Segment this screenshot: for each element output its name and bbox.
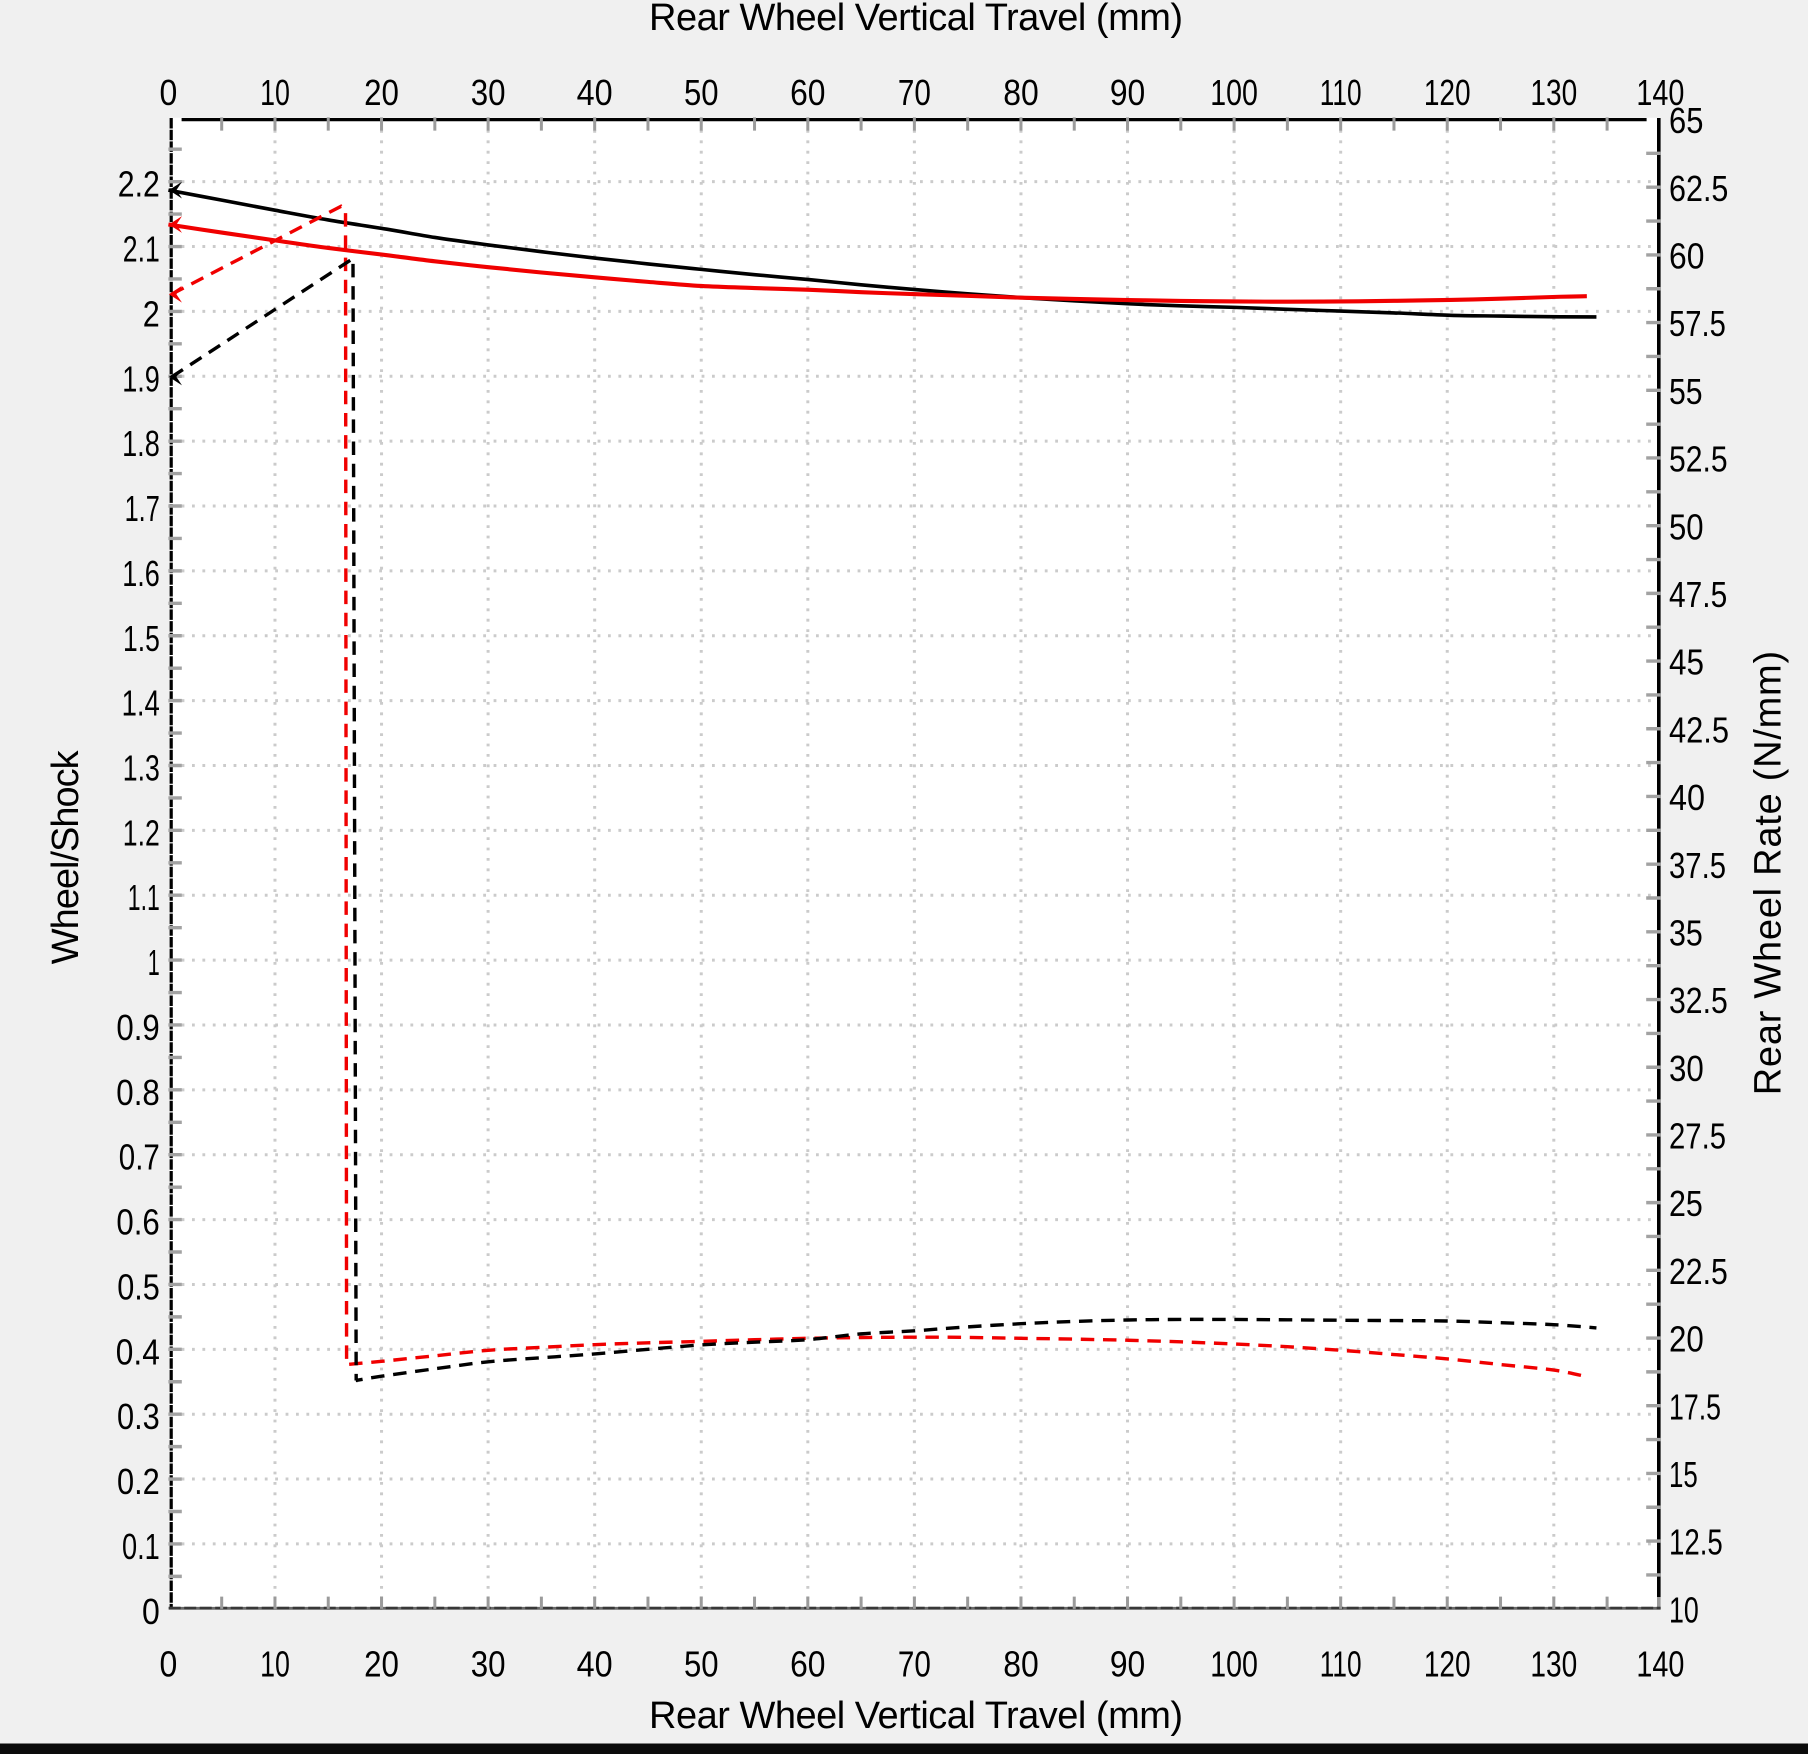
svg-text:70: 70 — [898, 1643, 931, 1684]
svg-text:1.5: 1.5 — [123, 618, 160, 659]
svg-text:22.5: 22.5 — [1669, 1251, 1728, 1292]
svg-text:1.9: 1.9 — [122, 358, 160, 399]
svg-text:60: 60 — [1669, 236, 1704, 277]
svg-text:Rear Wheel Rate (N/mm): Rear Wheel Rate (N/mm) — [1748, 650, 1790, 1095]
svg-text:25: 25 — [1669, 1183, 1703, 1224]
svg-text:0: 0 — [142, 1591, 160, 1632]
svg-text:130: 130 — [1530, 1643, 1577, 1684]
svg-text:1.6: 1.6 — [122, 553, 160, 594]
svg-text:15: 15 — [1669, 1454, 1698, 1495]
svg-text:50: 50 — [684, 1643, 719, 1684]
svg-text:120: 120 — [1424, 72, 1471, 113]
svg-text:12.5: 12.5 — [1669, 1522, 1723, 1563]
svg-text:30: 30 — [1669, 1048, 1704, 1089]
svg-text:20: 20 — [1669, 1319, 1704, 1360]
svg-text:55: 55 — [1669, 371, 1703, 412]
svg-text:Rear Wheel Vertical Travel (mm: Rear Wheel Vertical Travel (mm) — [649, 1695, 1183, 1737]
svg-text:40: 40 — [1669, 777, 1705, 818]
svg-text:120: 120 — [1424, 1643, 1471, 1684]
svg-text:40: 40 — [577, 1643, 613, 1684]
svg-text:10: 10 — [1669, 1589, 1699, 1630]
svg-text:0.9: 0.9 — [116, 1007, 159, 1048]
svg-text:57.5: 57.5 — [1669, 303, 1726, 344]
svg-text:140: 140 — [1636, 72, 1684, 113]
svg-text:32.5: 32.5 — [1669, 980, 1728, 1021]
svg-text:2: 2 — [143, 293, 160, 334]
svg-text:80: 80 — [1003, 72, 1039, 113]
svg-text:37.5: 37.5 — [1669, 845, 1726, 886]
svg-text:10: 10 — [260, 72, 290, 113]
svg-text:90: 90 — [1110, 72, 1145, 113]
svg-text:40: 40 — [577, 72, 613, 113]
svg-text:45: 45 — [1669, 642, 1704, 683]
svg-text:2.2: 2.2 — [118, 164, 160, 205]
svg-text:0: 0 — [160, 72, 178, 113]
svg-text:Rear Wheel Vertical Travel (mm: Rear Wheel Vertical Travel (mm) — [649, 0, 1183, 39]
svg-text:100: 100 — [1210, 1643, 1258, 1684]
svg-text:10: 10 — [260, 1643, 290, 1684]
svg-text:140: 140 — [1636, 1643, 1684, 1684]
svg-text:100: 100 — [1210, 72, 1258, 113]
svg-text:90: 90 — [1110, 1643, 1145, 1684]
svg-text:2.1: 2.1 — [123, 229, 160, 270]
svg-text:110: 110 — [1320, 72, 1362, 113]
svg-text:0.2: 0.2 — [117, 1461, 160, 1502]
svg-text:0.5: 0.5 — [117, 1266, 160, 1307]
svg-text:20: 20 — [364, 72, 399, 113]
svg-text:70: 70 — [898, 72, 931, 113]
svg-text:1.8: 1.8 — [122, 423, 160, 464]
svg-text:1.3: 1.3 — [123, 747, 160, 788]
svg-text:110: 110 — [1320, 1643, 1362, 1684]
svg-text:35: 35 — [1669, 912, 1703, 953]
svg-text:0: 0 — [160, 1643, 178, 1684]
svg-text:0.1: 0.1 — [122, 1526, 160, 1567]
svg-text:47.5: 47.5 — [1669, 574, 1727, 615]
svg-text:0.8: 0.8 — [116, 1072, 160, 1113]
svg-text:52.5: 52.5 — [1669, 439, 1728, 480]
svg-text:1.7: 1.7 — [125, 488, 160, 529]
svg-text:62.5: 62.5 — [1669, 168, 1728, 209]
svg-text:50: 50 — [1669, 506, 1704, 547]
svg-text:30: 30 — [471, 1643, 506, 1684]
svg-text:130: 130 — [1530, 72, 1577, 113]
svg-text:17.5: 17.5 — [1669, 1386, 1721, 1427]
svg-text:50: 50 — [684, 72, 719, 113]
svg-text:0.3: 0.3 — [117, 1396, 160, 1437]
svg-text:0.7: 0.7 — [119, 1137, 160, 1178]
svg-text:0.4: 0.4 — [116, 1331, 160, 1372]
svg-text:1.2: 1.2 — [123, 812, 160, 853]
svg-text:80: 80 — [1003, 1643, 1039, 1684]
svg-text:30: 30 — [471, 72, 506, 113]
svg-text:65: 65 — [1669, 100, 1703, 141]
svg-text:1.4: 1.4 — [122, 683, 160, 724]
svg-text:42.5: 42.5 — [1669, 709, 1729, 750]
svg-text:60: 60 — [790, 72, 825, 113]
svg-text:60: 60 — [790, 1643, 825, 1684]
svg-text:Wheel/Shock: Wheel/Shock — [45, 749, 87, 964]
svg-text:1: 1 — [148, 942, 160, 983]
svg-text:20: 20 — [364, 1643, 399, 1684]
svg-text:27.5: 27.5 — [1669, 1116, 1726, 1157]
svg-text:1.1: 1.1 — [128, 877, 160, 918]
svg-text:0.6: 0.6 — [116, 1202, 159, 1243]
